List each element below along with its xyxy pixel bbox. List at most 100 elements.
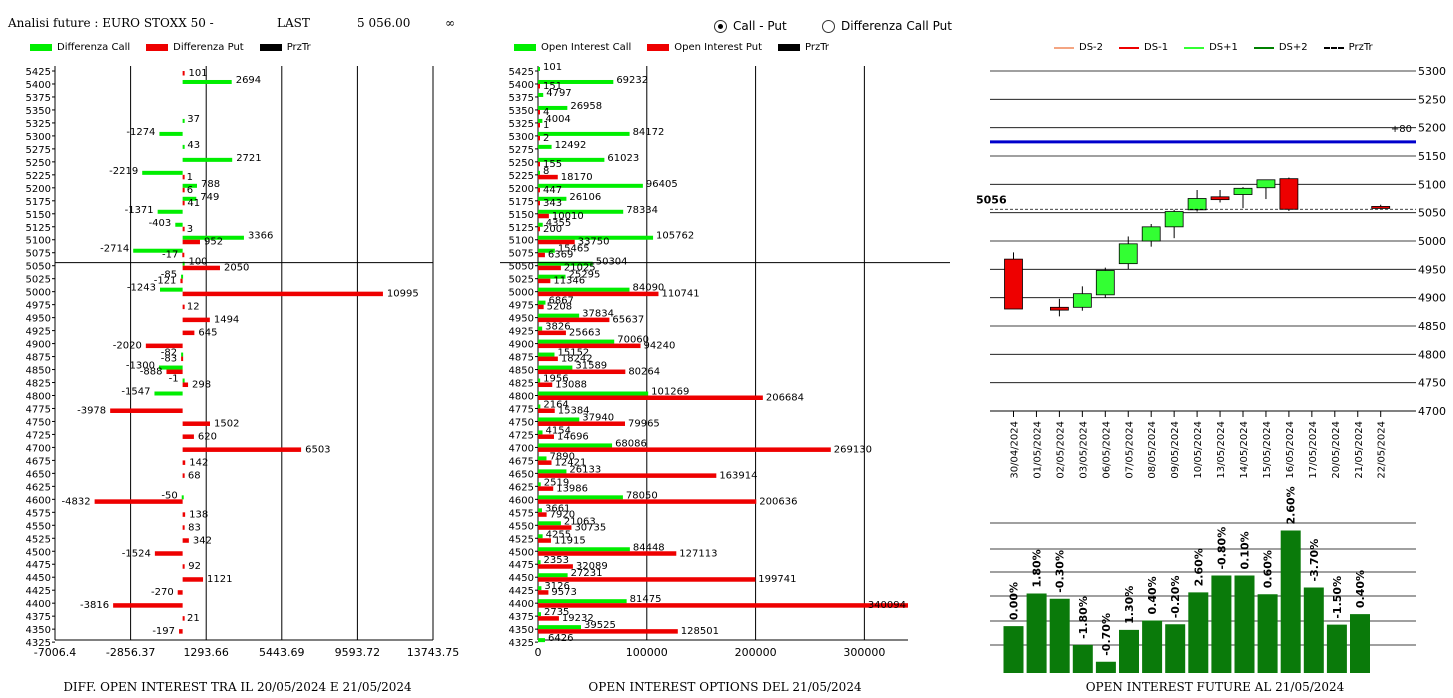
oi-call-bar (538, 599, 627, 604)
oi-call-label: 6426 (548, 633, 573, 644)
future-oi-label: -0.80% (1215, 527, 1228, 570)
oi-put-label: 11346 (553, 276, 585, 287)
y-tick-label: 4975 (26, 301, 51, 312)
y-tick-label: 5150 (26, 210, 51, 221)
call-diff-label: -82 (161, 348, 177, 359)
put-diff-bar (182, 512, 186, 517)
y-tick-label: 4525 (509, 534, 534, 545)
put-diff-label: 101 (188, 68, 207, 79)
oi-call-bar (538, 573, 568, 578)
y-tick-label: 4675 (26, 456, 51, 467)
radio-call-put[interactable]: Call - Put (714, 19, 787, 33)
oi-put-bar (538, 252, 545, 258)
oi-put-bar (538, 109, 540, 115)
oi-put-label: 6369 (548, 250, 573, 261)
future-oi-label: 0.00% (1008, 582, 1021, 620)
oi-put-bar (538, 369, 626, 375)
oi-call-label: 37834 (582, 309, 614, 320)
call-diff-bar (182, 183, 197, 188)
oi-put-label: 1 (543, 120, 549, 131)
x-tick-label: 06/05/2024 (1101, 421, 1112, 479)
legend-label: Differenza Put (173, 42, 244, 53)
y-tick-label: 4325 (509, 638, 534, 649)
put-diff-bar (182, 447, 302, 452)
y-tick-label: 4775 (26, 404, 51, 415)
legend-label: PrzTr (805, 42, 829, 53)
future-oi-label: -3.70% (1308, 539, 1321, 582)
oi-put-bar (538, 239, 575, 245)
oi-call-label: 7890 (549, 451, 574, 462)
line-ds+1 (1184, 46, 1205, 49)
caption-right: OPEN INTEREST FUTURE AL 21/05/2024 (1085, 680, 1345, 694)
last-value: 5 056.00 (357, 16, 411, 30)
oi-put-label: 269130 (834, 444, 872, 455)
oi-call-label: 69232 (616, 75, 648, 86)
oi-put-bar (538, 187, 540, 193)
oi-put-bar (538, 434, 554, 439)
put-diff-bar (182, 616, 185, 621)
legend-right: DS-2 DS-1 DS+1 DS+2 PrzTr (1054, 42, 1389, 53)
oi-put-bar (538, 473, 717, 478)
oi-call-label: 4355 (546, 218, 571, 229)
oi-put-bar (538, 226, 540, 232)
oi-call-bar (538, 287, 630, 292)
x-tick-label: 07/05/2024 (1124, 421, 1135, 479)
candle-body (1256, 179, 1276, 189)
oi-call-bar (538, 378, 541, 383)
oi-put-label: 18170 (561, 172, 593, 183)
call-diff-label: 788 (201, 179, 220, 190)
oi-call-bar (538, 105, 568, 110)
oi-call-label: 2735 (544, 607, 569, 618)
radio-differenza-dot[interactable] (822, 19, 835, 33)
legend-label: Differenza Call (57, 42, 131, 53)
oi-call-label: 2519 (544, 477, 569, 488)
oi-call-bar (538, 456, 547, 461)
put-diff-bar (182, 200, 185, 206)
oi-put-label: 30735 (574, 522, 606, 533)
y-tick-label: 5075 (509, 249, 534, 260)
oi-call-bar (538, 118, 543, 123)
oi-call-label: 3826 (545, 322, 570, 333)
y-tick-label: 5150 (509, 210, 534, 221)
oi-call-bar (538, 586, 542, 591)
y-tick-label: 4600 (26, 495, 51, 506)
oi-put-label: 19232 (562, 613, 594, 624)
oi-call-bar (538, 391, 649, 396)
oi-put-bar (538, 265, 561, 271)
legend-left: Differenza Call Differenza Put PrzTr (30, 42, 327, 53)
radio-call-put-dot[interactable] (714, 19, 727, 33)
y-tick-label: 4800 (509, 392, 534, 403)
put-diff-bar (182, 564, 185, 569)
future-oi-bar (1234, 575, 1255, 673)
x-tick-label: 30/04/2024 (1010, 421, 1021, 479)
oi-put-label: 206684 (766, 393, 804, 404)
oi-call-label: 2164 (543, 399, 568, 410)
put-diff-label: 138 (189, 509, 208, 520)
y-tick-label: 5325 (509, 119, 534, 130)
y-tick-label: 4850 (509, 366, 534, 377)
y-tick-label: 4375 (26, 612, 51, 623)
oi-put-bar (538, 616, 559, 621)
y-tick-label: 5100 (1418, 178, 1446, 191)
legend-item-ds-1: DS-1 (1119, 42, 1168, 53)
call-diff-bar (154, 391, 183, 396)
oi-put-bar (538, 200, 540, 206)
future-oi-label: -0.20% (1169, 576, 1182, 619)
oi-put-bar (538, 421, 625, 426)
legend-label: DS+2 (1278, 42, 1308, 53)
y-tick-label: 5325 (26, 119, 51, 130)
radio-differenza[interactable]: Differenza Call Put (822, 19, 952, 33)
y-tick-label: 4475 (509, 560, 534, 571)
y-tick-label: 4350 (26, 625, 51, 636)
oi-put-bar (538, 122, 540, 128)
candle-body (1050, 306, 1069, 311)
legend-item-ds+2: DS+2 (1253, 42, 1308, 53)
y-tick-label: 4350 (509, 625, 534, 636)
oi-call-label: 78334 (626, 205, 658, 216)
oi-put-label: 21025 (564, 263, 596, 274)
oi-call-label: 84090 (632, 283, 664, 294)
future-oi-label: 0.40% (1354, 570, 1367, 608)
y-tick-label: 5300 (1418, 65, 1446, 78)
oi-call-bar (538, 521, 561, 526)
